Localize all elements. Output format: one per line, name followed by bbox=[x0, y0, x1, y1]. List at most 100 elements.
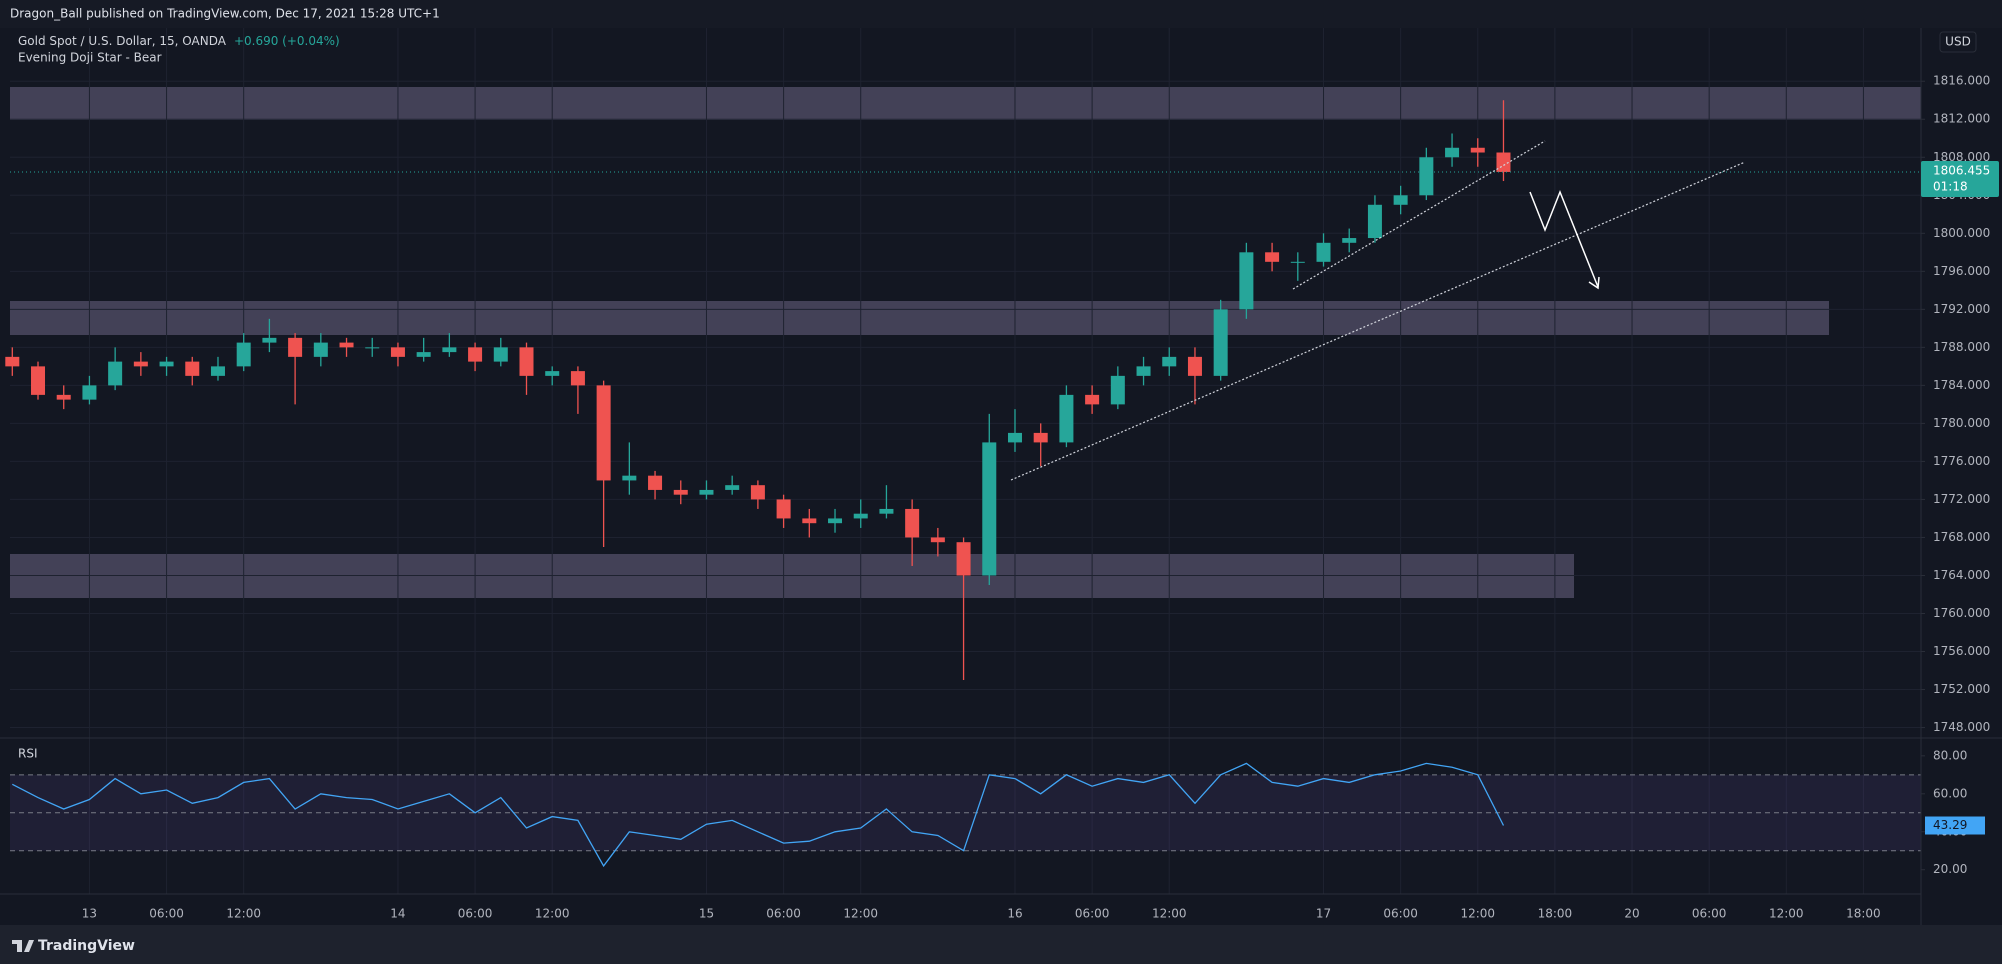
zone bbox=[10, 554, 1574, 598]
candle-body bbox=[879, 508, 894, 514]
candle-body bbox=[648, 475, 663, 490]
indicator-label: Evening Doji Star - Bear bbox=[18, 51, 162, 65]
candle-body bbox=[1470, 147, 1485, 153]
x-tick-label: 20 bbox=[1624, 907, 1639, 921]
trendline bbox=[1292, 140, 1546, 290]
candle-body bbox=[930, 537, 945, 543]
x-tick-label: 12:00 bbox=[1152, 907, 1187, 921]
currency-box[interactable] bbox=[1939, 31, 1977, 53]
x-tick-label: 15 bbox=[699, 907, 714, 921]
candle-body bbox=[905, 508, 920, 538]
candle-body bbox=[673, 489, 688, 495]
x-tick-label: 06:00 bbox=[1075, 907, 1110, 921]
x-tick-label: 18:00 bbox=[1846, 907, 1881, 921]
rsi-value-tag bbox=[1925, 816, 1985, 835]
candle-body bbox=[1033, 432, 1048, 443]
y-tick-label: 1748.000 bbox=[1933, 720, 1990, 734]
symbol-title: Gold Spot / U.S. Dollar, 15, OANDA bbox=[18, 34, 227, 48]
y-tick-label: 1772.000 bbox=[1933, 492, 1990, 506]
x-tick-label: 17 bbox=[1316, 907, 1331, 921]
candle-body bbox=[699, 489, 714, 495]
candle-body bbox=[1213, 309, 1228, 376]
y-tick-label: 1768.000 bbox=[1933, 530, 1990, 544]
candle-body bbox=[1085, 394, 1100, 405]
candle-body bbox=[365, 347, 380, 349]
x-tick-label: 14 bbox=[390, 907, 405, 921]
candle-body bbox=[416, 352, 431, 357]
y-tick-label: 1784.000 bbox=[1933, 378, 1990, 392]
candle-body bbox=[1007, 432, 1022, 443]
publish-info: Dragon_Ball published on TradingView.com… bbox=[10, 7, 440, 21]
x-tick-label: 13 bbox=[82, 907, 97, 921]
x-tick-label: 12:00 bbox=[1460, 907, 1495, 921]
x-tick-label: 18:00 bbox=[1538, 907, 1573, 921]
candle-body bbox=[56, 394, 71, 400]
x-tick-label: 06:00 bbox=[766, 907, 801, 921]
symbol-line: Gold Spot / U.S. Dollar, 15, OANDA +0.690… bbox=[18, 34, 340, 48]
y-tick-label: 1816.000 bbox=[1933, 74, 1990, 88]
candle-body bbox=[1162, 356, 1177, 367]
footer bbox=[0, 925, 2002, 964]
candle-body bbox=[185, 361, 200, 376]
candle-body bbox=[1445, 147, 1460, 158]
rsi-title: RSI bbox=[18, 747, 38, 761]
candle-body bbox=[956, 542, 971, 576]
x-tick-label: 16 bbox=[1007, 907, 1022, 921]
candle-body bbox=[982, 442, 997, 576]
y-tick-label: 20.00 bbox=[1933, 862, 1967, 876]
candle-body bbox=[1367, 204, 1382, 239]
candle-body bbox=[1393, 195, 1408, 205]
candle-body bbox=[468, 347, 483, 362]
y-tick-label: 1760.000 bbox=[1933, 606, 1990, 620]
candle-body bbox=[1265, 252, 1280, 262]
candle-body bbox=[1059, 394, 1074, 443]
rsi-value-label: 43.29 bbox=[1933, 818, 1967, 832]
candle-body bbox=[622, 475, 637, 481]
candle-body bbox=[545, 371, 560, 376]
candle-body bbox=[802, 518, 817, 524]
x-tick-label: 12:00 bbox=[843, 907, 878, 921]
candle-body bbox=[133, 361, 148, 367]
trendline bbox=[1010, 161, 1746, 481]
y-tick-label: 1780.000 bbox=[1933, 416, 1990, 430]
y-tick-label: 1776.000 bbox=[1933, 454, 1990, 468]
candle-body bbox=[1316, 242, 1331, 262]
y-tick-label: 1792.000 bbox=[1933, 302, 1990, 316]
candle-body bbox=[1136, 366, 1151, 376]
zone bbox=[10, 87, 1921, 120]
top-bar bbox=[0, 0, 2002, 28]
candle-body bbox=[1187, 356, 1202, 376]
x-tick-label: 06:00 bbox=[458, 907, 493, 921]
candle-body bbox=[1419, 157, 1434, 196]
candle-body bbox=[236, 342, 251, 367]
candle-body bbox=[828, 518, 843, 524]
candle-body bbox=[82, 385, 97, 400]
candle-body bbox=[519, 347, 534, 376]
candle-body bbox=[31, 366, 46, 395]
candle-body bbox=[853, 513, 868, 519]
last-price-label: 1806.455 bbox=[1933, 163, 1990, 177]
candle-body bbox=[339, 342, 354, 348]
zone bbox=[10, 301, 1829, 335]
x-tick-label: 06:00 bbox=[1383, 907, 1418, 921]
y-tick-label: 1800.000 bbox=[1933, 226, 1990, 240]
y-tick-label: 1796.000 bbox=[1933, 264, 1990, 278]
candle-body bbox=[262, 337, 277, 343]
candle-body bbox=[1342, 238, 1357, 243]
x-tick-label: 06:00 bbox=[149, 907, 184, 921]
candle-body bbox=[776, 499, 791, 519]
y-tick-label: 1756.000 bbox=[1933, 644, 1990, 658]
y-tick-label: 1808.000 bbox=[1933, 150, 1990, 164]
y-tick-label: 80.00 bbox=[1933, 748, 1967, 762]
candle-body bbox=[442, 347, 457, 353]
candle-body bbox=[5, 356, 20, 367]
candle-body bbox=[210, 366, 225, 376]
rsi-line bbox=[12, 762, 1505, 868]
x-tick-label: 12:00 bbox=[535, 907, 570, 921]
x-tick-label: 12:00 bbox=[1769, 907, 1804, 921]
currency[interactable]: USD bbox=[1945, 35, 1971, 49]
last-price-tag bbox=[1921, 160, 1999, 197]
candle-body bbox=[596, 385, 611, 481]
